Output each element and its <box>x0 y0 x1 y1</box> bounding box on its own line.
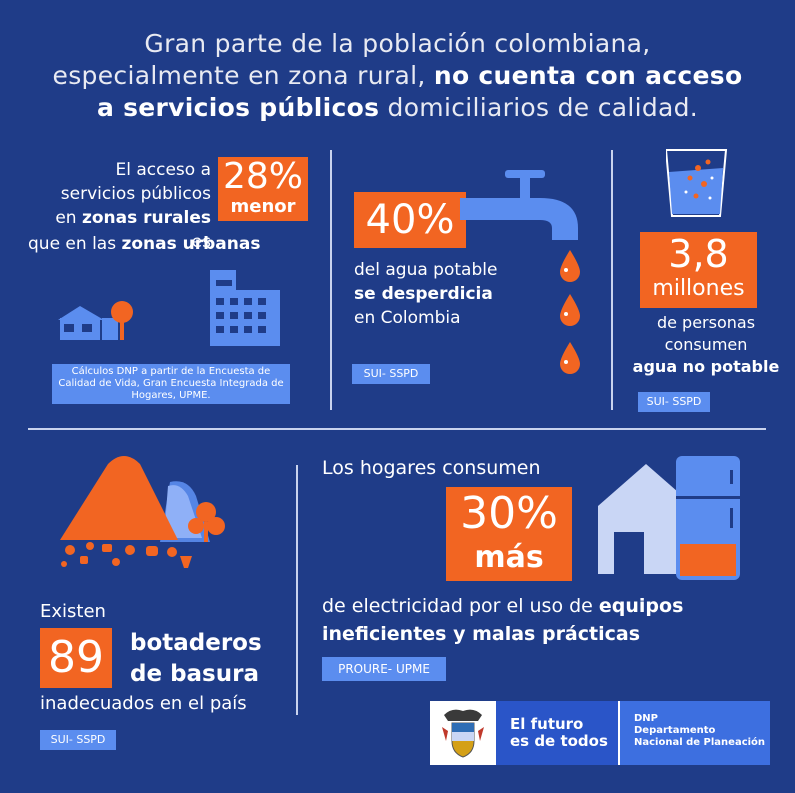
house-fridge-icon <box>598 456 740 580</box>
dnp-dept-1: Departamento <box>634 725 716 736</box>
garbage-source: SUI- SSPD <box>40 730 116 750</box>
dnp-panel: DNP Departamento Nacional de Planeación <box>620 701 770 765</box>
rural-word: menor <box>230 196 296 217</box>
page-title: Gran parte de la población colombiana, e… <box>0 28 795 124</box>
nonpotable-unit: millones <box>652 276 745 301</box>
dnp-dept-2: Nacional de Planeación <box>634 737 766 748</box>
slogan-line-1: El futuro <box>510 715 584 733</box>
coat-of-arms-icon <box>442 709 484 758</box>
garbage-number: 89 <box>40 628 112 688</box>
energy-intro: Los hogares consumen <box>322 457 541 479</box>
slogan-line-2: es de todos <box>510 732 608 750</box>
rural-percent-box: 28% menor <box>218 157 308 221</box>
divider <box>296 465 298 715</box>
rural-source: Cálculos DNP a partir de la Encuesta de … <box>52 364 290 404</box>
energy-box: 30% más <box>446 487 572 581</box>
nonpotable-number: 3,8 <box>668 232 729 276</box>
divider <box>330 150 332 410</box>
energy-text: de electricidad por el uso de equipos in… <box>322 595 684 645</box>
water-percent: 40% <box>354 192 466 248</box>
slogan-panel: El futuro es de todos <box>496 701 618 765</box>
title-line-2b: no cuenta con acceso <box>433 61 743 90</box>
rural-text: El acceso a servicios públicos en zonas … <box>55 160 211 252</box>
title-line-2a: especialmente en zona rural, <box>52 61 434 90</box>
title-line-3b: domiciliarios de calidad. <box>379 93 699 122</box>
faucet-icon <box>460 170 580 374</box>
house-and-building-icon <box>58 270 280 346</box>
title-line-3a: a servicios públicos <box>96 93 380 122</box>
nonpotable-source: SUI- SSPD <box>638 392 710 412</box>
divider <box>28 428 766 430</box>
coat-of-arms-logo <box>430 701 496 765</box>
nonpotable-text: de personas consumen agua no potable <box>632 313 780 376</box>
garbage-intro: Existen <box>40 601 106 622</box>
title-line-1: Gran parte de la población colombiana, <box>144 29 651 58</box>
energy-percent: 30% <box>460 488 558 539</box>
garbage-pile-icon <box>60 456 225 568</box>
dnp-label: DNP <box>634 713 658 724</box>
water-text: del agua potable se desperdicia en Colom… <box>354 260 498 328</box>
divider <box>618 701 620 765</box>
nonpotable-box: 3,8 millones <box>640 232 757 308</box>
rural-percent: 28% <box>222 156 303 197</box>
divider <box>611 150 613 410</box>
energy-source: PROURE- UPME <box>322 657 446 681</box>
glass-icon <box>666 149 728 217</box>
garbage-label: botaderos de basura <box>130 630 262 687</box>
garbage-text: inadecuados en el país <box>40 693 247 714</box>
water-source: SUI- SSPD <box>352 364 430 384</box>
rural-text-2: que en las zonas urbanas <box>28 234 261 254</box>
energy-word: más <box>474 540 544 575</box>
